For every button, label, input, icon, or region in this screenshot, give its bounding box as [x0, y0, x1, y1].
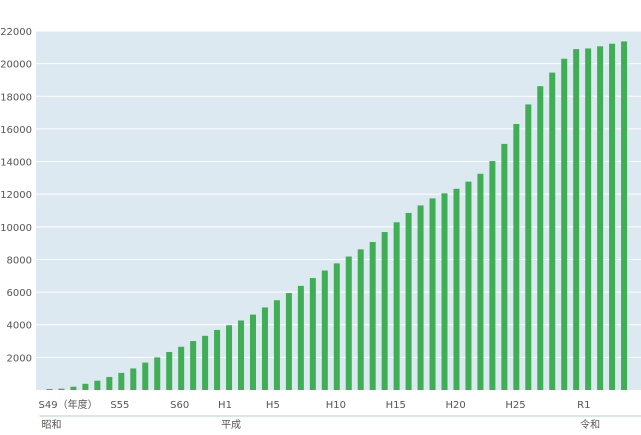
bar-H26	[525, 104, 532, 390]
era-label: 昭和	[42, 419, 62, 431]
bar-R2	[597, 46, 604, 391]
x-tick-label: S60	[170, 400, 189, 411]
bar-H28	[549, 72, 556, 391]
y-tick-label: 16000	[0, 125, 32, 136]
bar-R1	[585, 48, 592, 391]
y-tick-label: 22000	[0, 27, 32, 38]
y-tick-label: 8000	[7, 255, 32, 266]
bar-S53	[94, 380, 101, 390]
bar-H15	[393, 222, 400, 390]
bar-S50	[58, 388, 65, 390]
x-tick-label: H5	[266, 400, 280, 411]
bar-S58	[154, 357, 161, 390]
bar-H3	[249, 314, 256, 390]
bar-H6	[285, 293, 292, 390]
bar-S51	[70, 386, 77, 390]
y-axis-ticks: 2000 4000 6000 8000 10000 12000 14000 16000 1800…	[0, 27, 32, 364]
bar-S57	[142, 362, 149, 390]
bar-H12	[357, 249, 364, 390]
x-tick-label: H10	[326, 400, 346, 411]
bar-H11	[345, 256, 352, 390]
bar-H10	[333, 263, 340, 390]
bar-H2	[238, 320, 245, 390]
bar-H16	[405, 212, 412, 390]
bar-S59	[166, 351, 173, 390]
bars	[46, 41, 628, 391]
y-tick-label: 6000	[7, 288, 32, 299]
bar-S49	[46, 389, 53, 390]
x-tick-label: H1	[218, 400, 232, 411]
bar-S52	[82, 383, 89, 390]
bar-H20	[453, 188, 460, 390]
y-tick-label: 12000	[0, 190, 32, 201]
x-tick-label: S55	[110, 400, 129, 411]
bar-H8	[309, 278, 316, 390]
bar-H27	[537, 86, 544, 390]
bar-H23	[489, 161, 496, 390]
bar-H5	[273, 300, 280, 390]
bar-R4	[621, 41, 628, 391]
x-tick-label: H25	[505, 400, 525, 411]
era-label: 令和	[580, 418, 600, 431]
y-tick-label: 10000	[0, 223, 32, 234]
bar-H14	[381, 232, 388, 390]
bar-H13	[369, 241, 376, 390]
bar-S61	[190, 341, 197, 390]
era-label: 平成	[221, 419, 241, 431]
x-tick-label: S49（年度）	[39, 398, 98, 411]
bar-H21	[465, 181, 472, 390]
y-tick-label: 14000	[0, 158, 32, 169]
bar-H17	[417, 205, 424, 390]
bar-H18	[429, 198, 436, 390]
bar-H29	[561, 58, 568, 391]
bar-H1	[226, 325, 233, 390]
bar-S56	[130, 368, 137, 390]
y-tick-label: 18000	[0, 92, 32, 103]
bar-S60	[178, 346, 185, 390]
x-tick-label: H20	[445, 400, 465, 411]
x-tick-label: H15	[386, 400, 406, 411]
bar-H25	[513, 124, 520, 390]
x-axis-ticks: S49（年度） S55 S60 H1 H5 H10 H15 H20 H25 R1	[39, 398, 591, 411]
y-tick-label: 20000	[0, 60, 32, 71]
bar-H24	[501, 143, 508, 390]
bar-S55	[118, 372, 125, 390]
bar-S63	[214, 329, 221, 390]
bar-R3	[609, 43, 616, 390]
bar-S62	[202, 335, 209, 390]
bar-H22	[477, 173, 484, 390]
x-tick-label: R1	[577, 400, 590, 411]
bar-H9	[321, 270, 328, 390]
bar-H30	[573, 49, 580, 390]
y-tick-label: 2000	[7, 353, 32, 364]
bar-H19	[441, 193, 448, 390]
bar-H4	[261, 307, 268, 390]
era-labels: 昭和 平成 令和	[39, 415, 641, 431]
bar-S54	[106, 376, 113, 390]
bar-H7	[297, 285, 304, 390]
y-tick-label: 4000	[7, 321, 32, 332]
